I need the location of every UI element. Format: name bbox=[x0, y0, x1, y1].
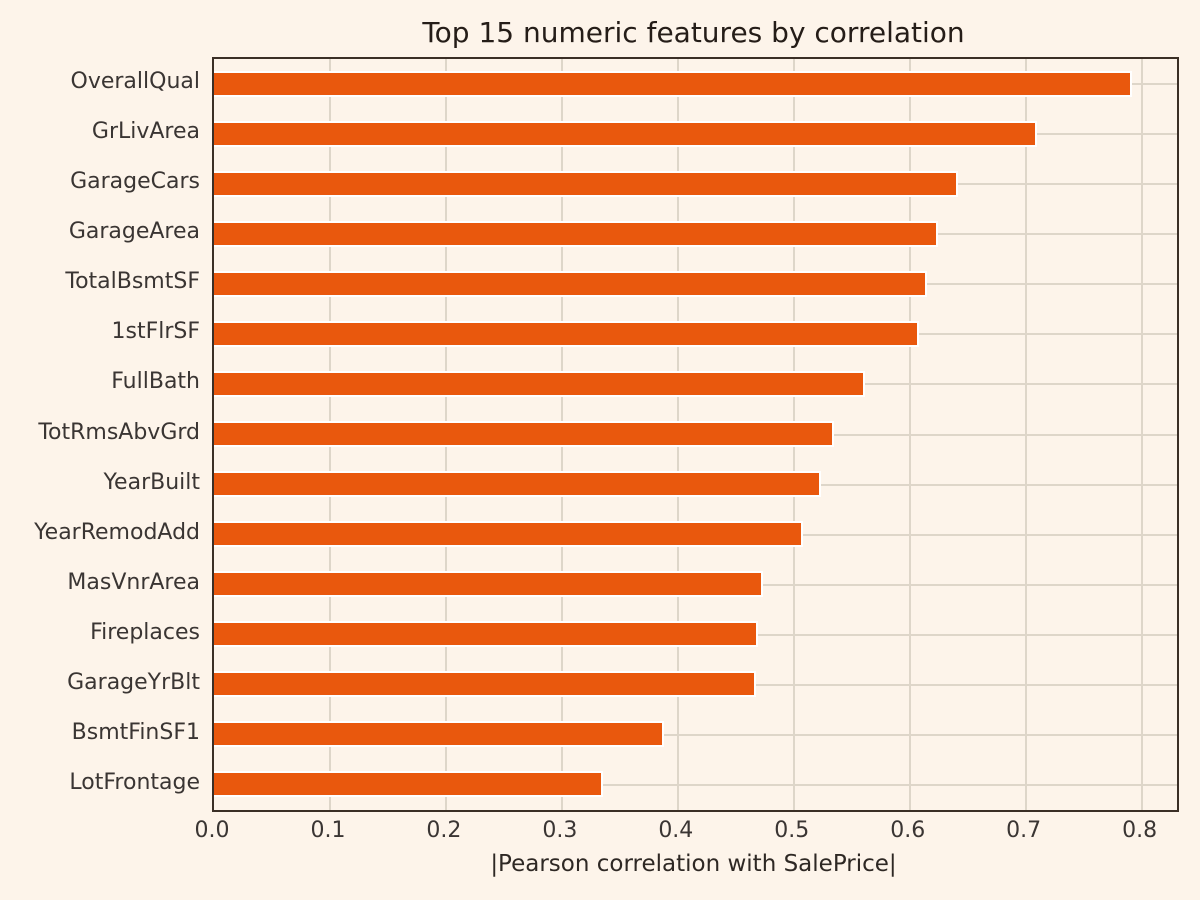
gridline-y-13 bbox=[214, 733, 1177, 736]
bar-GrLivArea bbox=[214, 120, 1037, 147]
bar-MasVnrArea bbox=[214, 571, 764, 598]
bar-GarageYrBlt bbox=[214, 671, 757, 698]
bar-FullBath bbox=[214, 370, 866, 397]
x-tick-label-0.7: 0.7 bbox=[1006, 818, 1042, 843]
y-tick-label-LotFrontage: LotFrontage bbox=[69, 769, 200, 795]
y-tick-label-GarageCars: GarageCars bbox=[70, 169, 200, 195]
y-tick-label-GrLivArea: GrLivArea bbox=[91, 119, 200, 145]
x-tick-label-0.8: 0.8 bbox=[1122, 818, 1158, 843]
bar-YearRemodAdd bbox=[214, 521, 803, 548]
bar-OverallQual bbox=[214, 70, 1133, 97]
bar-LotFrontage bbox=[214, 771, 604, 798]
y-tick-label-TotRmsAbvGrd: TotRmsAbvGrd bbox=[38, 419, 200, 445]
y-tick-label-MasVnrArea: MasVnrArea bbox=[67, 569, 200, 595]
bar-YearBuilt bbox=[214, 471, 822, 498]
y-tick-label-GarageYrBlt: GarageYrBlt bbox=[67, 669, 200, 695]
y-tick-label-Fireplaces: Fireplaces bbox=[90, 619, 200, 645]
y-tick-label-1stFlrSF: 1stFlrSF bbox=[111, 319, 200, 345]
y-tick-label-YearRemodAdd: YearRemodAdd bbox=[34, 519, 200, 545]
x-axis-label: |Pearson correlation with SalePrice| bbox=[490, 851, 897, 877]
x-tick-label-0.6: 0.6 bbox=[890, 818, 926, 843]
bar-1stFlrSF bbox=[214, 320, 919, 347]
y-tick-label-TotalBsmtSF: TotalBsmtSF bbox=[65, 269, 200, 295]
x-tick-label-0.5: 0.5 bbox=[774, 818, 810, 843]
y-tick-label-OverallQual: OverallQual bbox=[70, 69, 200, 95]
bar-TotRmsAbvGrd bbox=[214, 421, 835, 447]
x-tick-label-0.3: 0.3 bbox=[542, 818, 578, 843]
chart-title: Top 15 numeric features by correlation bbox=[422, 16, 965, 49]
gridline-y-14 bbox=[214, 783, 1177, 786]
bar-Fireplaces bbox=[214, 621, 758, 648]
bar-TotalBsmtSF bbox=[214, 270, 927, 297]
bar-GarageCars bbox=[214, 170, 959, 197]
y-tick-label-YearBuilt: YearBuilt bbox=[103, 469, 200, 495]
bar-BsmtFinSF1 bbox=[214, 721, 664, 748]
y-tick-label-BsmtFinSF1: BsmtFinSF1 bbox=[71, 719, 200, 745]
x-tick-label-0.2: 0.2 bbox=[426, 818, 462, 843]
x-tick-label-0.1: 0.1 bbox=[310, 818, 346, 843]
bar-GarageArea bbox=[214, 220, 939, 247]
x-tick-label-0.4: 0.4 bbox=[658, 818, 694, 843]
y-tick-label-GarageArea: GarageArea bbox=[68, 219, 200, 245]
y-tick-label-FullBath: FullBath bbox=[111, 369, 200, 395]
x-tick-label-0.0: 0.0 bbox=[194, 818, 230, 843]
plot-area bbox=[212, 57, 1179, 812]
